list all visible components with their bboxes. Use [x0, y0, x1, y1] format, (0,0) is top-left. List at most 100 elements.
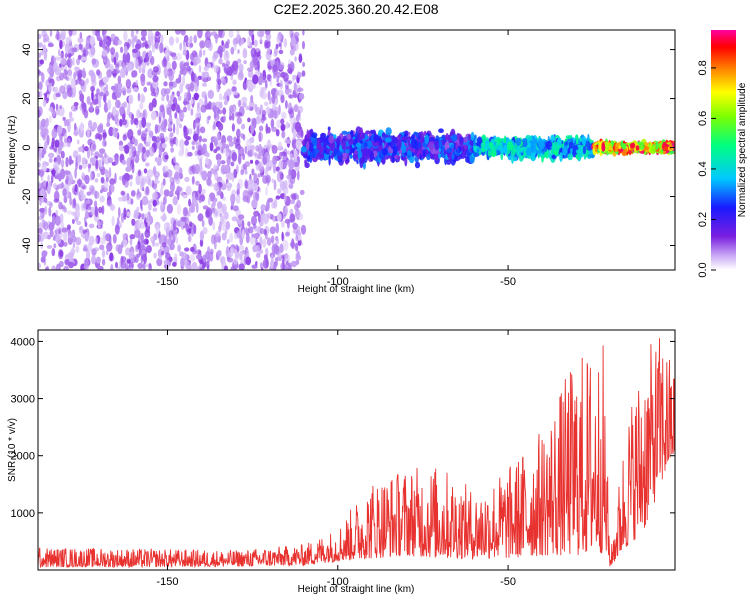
heatmap-cell [276, 78, 279, 83]
heatmap-cell [86, 191, 92, 196]
heatmap-cell [277, 188, 282, 195]
heatmap-cell [247, 69, 254, 78]
heatmap-cell [316, 152, 323, 160]
heatmap-cell [146, 169, 154, 178]
heatmap-cell [548, 149, 551, 156]
heatmap-cell [162, 178, 166, 186]
heatmap-cell [43, 33, 49, 42]
heatmap-cell [218, 30, 223, 38]
heatmap-cell [39, 123, 46, 130]
heatmap-cell [249, 159, 254, 164]
heatmap-cell [38, 227, 43, 234]
heatmap-cell [273, 198, 278, 209]
heatmap-cell [272, 65, 279, 75]
heatmap-cell [42, 44, 47, 55]
heatmap-cell [156, 160, 162, 166]
heatmap-cell [57, 172, 62, 182]
heatmap-cell [357, 150, 363, 159]
heatmap-cell [45, 265, 50, 270]
heatmap-cell [132, 36, 137, 42]
heatmap-cell [244, 145, 248, 155]
heatmap-cell [114, 172, 117, 184]
heatmap-cell [182, 75, 186, 87]
heatmap-cell [42, 163, 47, 172]
heatmap-cell [243, 60, 247, 65]
heatmap-cell [428, 136, 435, 142]
heatmap-cell [302, 61, 305, 68]
y-tick-label: -40 [21, 238, 33, 254]
heatmap-cell [255, 106, 261, 115]
heatmap-cell [621, 143, 627, 150]
heatmap-cell [137, 222, 142, 230]
heatmap-cell [266, 161, 269, 172]
heatmap-cell [112, 126, 116, 137]
heatmap-cell [669, 142, 673, 151]
heatmap-cell [122, 90, 126, 96]
heatmap-cell [385, 127, 392, 136]
heatmap-cell [159, 112, 164, 117]
heatmap-cell [53, 198, 60, 203]
heatmap-cell [232, 65, 238, 75]
heatmap-cell [104, 181, 109, 192]
heatmap-cell [215, 153, 222, 161]
heatmap-cell [188, 166, 194, 175]
heatmap-cell [206, 76, 212, 82]
heatmap-cell [247, 117, 251, 123]
heatmap-cell [618, 145, 622, 150]
heatmap-cell [199, 238, 204, 247]
heatmap-cell [266, 212, 272, 219]
heatmap-cell [125, 79, 132, 89]
heatmap-cell [131, 113, 134, 121]
heatmap-cell [211, 31, 218, 36]
heatmap-cell [172, 261, 177, 267]
heatmap-cell [79, 93, 85, 102]
heatmap-cell [167, 100, 172, 107]
heatmap-cell [168, 36, 175, 46]
heatmap-cell [79, 226, 83, 231]
heatmap-cell [217, 250, 222, 257]
heatmap-cell [198, 49, 203, 58]
heatmap-cell [174, 164, 180, 172]
heatmap-cell [38, 109, 41, 118]
heatmap-cell [257, 31, 260, 37]
heatmap-cell [123, 45, 128, 55]
heatmap-cell [105, 176, 109, 183]
heatmap-cell [91, 248, 97, 256]
heatmap-cell [281, 111, 287, 120]
heatmap-cell [96, 173, 101, 177]
heatmap-cell [55, 209, 59, 216]
heatmap-cell [328, 154, 331, 166]
heatmap-cell [79, 188, 85, 196]
heatmap-cell [275, 43, 279, 50]
heatmap-cell [71, 47, 78, 52]
heatmap-cell [108, 126, 114, 137]
heatmap-cell [567, 153, 573, 161]
heatmap-cell [176, 203, 181, 215]
heatmap-cell [237, 214, 245, 220]
heatmap-cell [184, 176, 190, 183]
heatmap-cell [138, 248, 142, 256]
heatmap-cell [121, 159, 127, 165]
heatmap-cell [61, 227, 66, 233]
heatmap-cell [39, 71, 43, 76]
heatmap-cell [193, 266, 199, 270]
heatmap-cell [123, 110, 126, 120]
heatmap-cell [84, 232, 89, 242]
heatmap-cell [120, 190, 126, 196]
heatmap-cell [195, 180, 200, 186]
heatmap-cell [65, 157, 69, 168]
heatmap-cell [150, 111, 157, 121]
heatmap-cell [255, 252, 261, 258]
heatmap-cell [650, 145, 656, 155]
heatmap-cell [266, 237, 272, 246]
heatmap-cell [279, 79, 284, 90]
heatmap-cell [401, 136, 408, 141]
heatmap-cell [97, 124, 104, 134]
heatmap-cell [202, 49, 206, 56]
heatmap-cell [287, 150, 291, 156]
heatmap-cell [208, 215, 213, 226]
heatmap-cell [316, 138, 321, 150]
heatmap-cell [473, 137, 476, 148]
heatmap-cell [70, 235, 77, 243]
heatmap-cell [163, 259, 170, 266]
